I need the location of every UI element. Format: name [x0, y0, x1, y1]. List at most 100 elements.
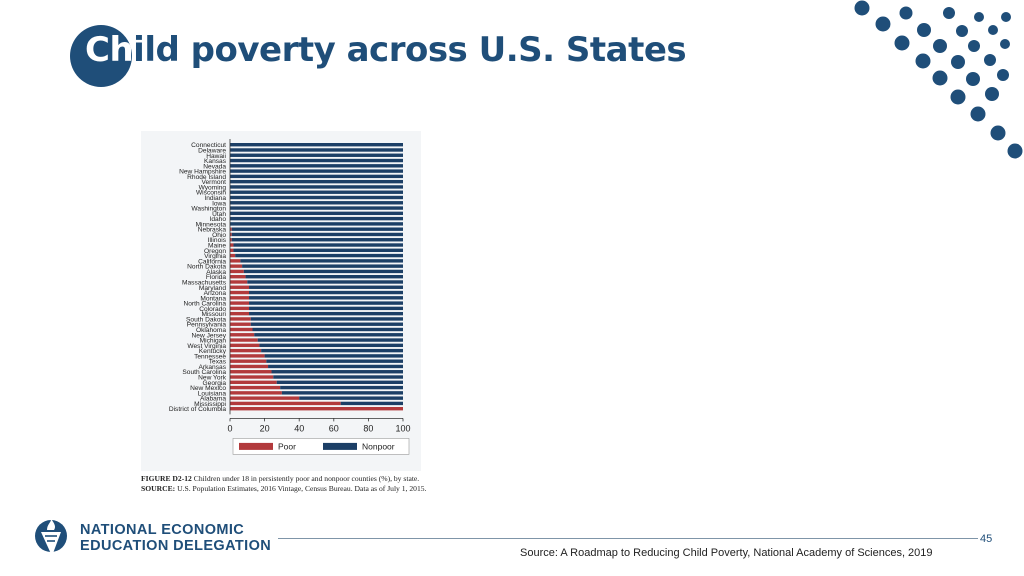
bar-nonpoor [252, 327, 403, 332]
decor-dot [1007, 143, 1023, 159]
bar-poor [230, 269, 244, 274]
decor-dot [915, 53, 931, 69]
bar-poor [230, 333, 255, 337]
legend-swatch-poor [239, 442, 273, 450]
bar-nonpoor [261, 348, 403, 353]
bar-nonpoor [340, 401, 403, 406]
bar-nonpoor [271, 370, 403, 374]
category-label: South Carolina [182, 369, 226, 376]
bar-nonpoor [250, 317, 403, 321]
category-label: South Dakota [186, 316, 226, 323]
bar-nonpoor [249, 306, 403, 311]
caption-source-label: SOURCE: [141, 484, 176, 493]
x-tick-label: 80 [363, 423, 373, 433]
bar-poor [230, 380, 277, 384]
category-label: District of Columbia [169, 406, 226, 413]
decor-dot [970, 106, 986, 122]
category-label: Vermont [201, 179, 226, 186]
bar-poor [230, 301, 250, 305]
bar-poor [230, 407, 403, 411]
bar-poor [230, 317, 251, 321]
bar-nonpoor [257, 338, 403, 342]
bar-nonpoor [230, 216, 403, 221]
decor-dot [966, 72, 980, 86]
legend-label-nonpoor: Nonpoor [362, 442, 395, 452]
decor-dot [985, 87, 999, 101]
bar-nonpoor [242, 264, 403, 268]
category-label: Alabama [200, 396, 226, 403]
bar-poor [230, 290, 250, 295]
category-label: Maine [208, 243, 226, 250]
bar-nonpoor [233, 243, 403, 247]
bar-nonpoor [230, 158, 403, 163]
bar-poor [230, 275, 246, 279]
decor-dot [899, 6, 913, 20]
category-label: Iowa [212, 200, 226, 207]
decor-dot [875, 16, 891, 32]
bar-nonpoor [230, 148, 403, 152]
bar-nonpoor [268, 364, 403, 369]
bar-poor [230, 227, 232, 231]
category-label: Kentucky [199, 348, 227, 355]
bar-poor [230, 401, 341, 406]
decorative-dot-pattern [854, 0, 1023, 159]
category-label: Rhode Island [187, 174, 226, 181]
bar-poor [230, 338, 258, 342]
bar-poor [230, 322, 251, 326]
category-label: Delaware [198, 147, 226, 154]
category-label: Oregon [204, 248, 226, 255]
bar-poor [230, 343, 260, 348]
org-name-line1: NATIONAL ECONOMIC [80, 522, 245, 538]
bar-poor [230, 327, 253, 332]
category-label: New Jersey [192, 332, 227, 339]
bar-poor [230, 311, 250, 316]
legend-label-poor: Poor [278, 442, 296, 452]
bar-nonpoor [249, 290, 403, 295]
bar-nonpoor [230, 185, 403, 189]
category-label: Hawaii [206, 153, 226, 160]
category-label: Massachusetts [182, 279, 227, 286]
page-number: 45 [980, 533, 993, 545]
page-title: Child poverty across U.S. States [85, 30, 687, 70]
bar-nonpoor [230, 164, 403, 168]
bar-poor [230, 232, 232, 237]
category-label: Oklahoma [196, 327, 226, 334]
category-label: Virginia [204, 253, 226, 260]
bar-nonpoor [276, 380, 403, 384]
bar-poor [230, 306, 250, 311]
bar-nonpoor [249, 296, 403, 300]
bar-nonpoor [231, 238, 403, 242]
decor-dot [932, 70, 948, 86]
caption-text: Children under 18 in persistently poor a… [193, 474, 420, 483]
bar-poor [230, 348, 262, 353]
category-label: Utah [212, 211, 226, 218]
bar-nonpoor [247, 280, 403, 284]
figure-caption: FIGURE D2-12 Children under 18 in persis… [141, 474, 431, 494]
chart-legend: Poor Nonpoor [232, 438, 410, 455]
category-label: Wisconsin [196, 190, 226, 197]
bar-nonpoor [280, 385, 403, 390]
category-label: West Virginia [187, 343, 226, 350]
category-label: Texas [209, 359, 227, 366]
category-label: Connecticut [191, 142, 226, 149]
category-label: Illinois [208, 237, 227, 244]
decor-dot [968, 40, 980, 52]
org-name-line2: EDUCATION DELEGATION [80, 538, 272, 554]
x-tick-label: 40 [294, 423, 304, 433]
category-label: Alaska [206, 269, 226, 276]
bar-nonpoor [281, 391, 403, 395]
bar-nonpoor [259, 343, 403, 348]
category-label: California [198, 258, 226, 265]
page-title-rest: ild poverty across U.S. States [133, 30, 687, 70]
bar-nonpoor [230, 222, 403, 226]
category-label: Indiana [204, 195, 226, 202]
caption-label: FIGURE D2-12 [141, 474, 192, 483]
caption-line: FIGURE D2-12 Children under 18 in persis… [141, 474, 431, 484]
decor-dot [854, 0, 870, 16]
bar-poor [230, 385, 281, 390]
bar-nonpoor [230, 169, 403, 173]
category-label: Louisiana [198, 390, 227, 397]
x-tick-label: 60 [329, 423, 339, 433]
category-label: Colorado [199, 306, 226, 313]
chart-bars [230, 143, 403, 411]
